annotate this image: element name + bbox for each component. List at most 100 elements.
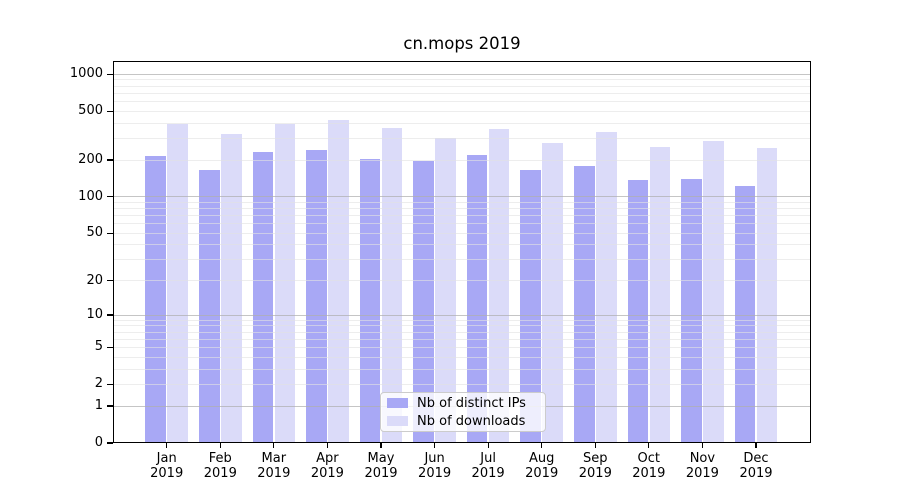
x-tick-label-may: May 2019 [364,451,398,481]
y-tick-label: 1000 [69,66,103,82]
bar-distinct-ips-feb [199,169,220,443]
y-tick [107,159,113,161]
x-tick-label-oct: Oct 2019 [632,451,666,481]
y-tick-label: 200 [78,152,103,167]
gridline-minor [113,208,811,209]
x-tick [273,443,275,448]
x-tick [541,443,543,448]
x-tick [380,443,382,448]
x-tick-label-aug: Aug 2019 [525,451,559,481]
bars-layer [113,61,811,443]
y-tick-label: 0 [94,435,103,450]
gridline-minor [113,368,811,370]
chart-title: cn.mops 2019 [403,34,521,53]
x-tick-label-feb: Feb 2019 [203,451,237,481]
bar-downloads-jan [167,123,188,443]
x-axis: Jan 2019 Feb 2019 Mar 2019 Apr 2019 May 2019… [113,61,811,481]
gridline-major [113,314,811,316]
gridline-major [113,196,811,198]
gridline-minor [113,110,811,112]
plot-area: 1000 500 200 100 50 20 10 5 2 1 0 Jan 2019 Feb 2019… [70,61,811,481]
legend-swatch-downloads [387,416,408,426]
bar-downloads-nov [703,141,724,443]
x-tick [701,443,703,448]
y-tick [107,314,113,316]
y-tick-label: 20 [86,272,103,288]
gridline-minor [113,215,811,216]
bar-distinct-ips-mar [252,152,274,443]
bar-distinct-ips-aug [520,169,541,443]
bar-downloads-apr [328,119,349,443]
y-tick-label: 500 [78,103,103,119]
x-tick [433,443,436,448]
x-tick-label-apr: Apr 2019 [310,451,344,481]
y-tick [107,232,113,234]
bar-distinct-ips-jul [466,154,488,443]
bar-distinct-ips-oct [627,180,649,443]
x-tick [487,443,489,448]
x-tick [648,443,650,448]
y-tick-label: 100 [78,188,103,204]
y-axis: 1000 500 200 100 50 20 10 5 2 1 0 [70,61,811,450]
bar-downloads-feb [221,133,242,443]
axes-frame [113,61,811,443]
x-tick-label-nov: Nov 2019 [685,451,719,481]
x-tick [326,443,328,448]
gridline-minor [113,138,811,139]
bar-distinct-ips-jan [145,155,166,443]
y-tick-label: 1 [94,398,103,413]
bar-downloads-sep [596,132,617,443]
y-tick [107,196,113,198]
gridline-minor [113,159,811,161]
y-tick [107,442,113,444]
gridline-minor [113,79,811,81]
gridline-minor [113,232,811,234]
gridline-minor [113,122,811,124]
bar-distinct-ips-sep [574,166,595,443]
x-tick-label-dec: Dec 2019 [739,451,773,481]
bar-downloads-jun [435,137,456,443]
y-tick [107,383,113,385]
gridline-minor [113,325,811,327]
gridline-minor [113,331,811,333]
legend-swatch-distinct-ips [387,398,408,408]
gridline-minor [113,383,811,385]
y-tick-label: 50 [86,225,103,241]
gridline-minor [113,101,811,103]
gridline-minor [113,338,811,340]
gridline-minor [113,346,811,348]
x-tick-label-mar: Mar 2019 [257,451,291,481]
x-tick [219,443,221,448]
x-tick [594,443,596,448]
gridline-minor [113,244,811,246]
y-tick [107,110,113,112]
legend-label-distinct-ips: Nb of distinct IPs [417,395,526,411]
gridline-minor [113,319,811,321]
legend: Nb of distinct IPs Nb of downloads [380,392,546,432]
y-tick-label: 5 [94,339,103,355]
x-tick-label-jun: Jun 2019 [418,451,452,481]
gridlines-layer [113,61,811,443]
gridline-minor [113,356,811,358]
x-tick-label-sep: Sep 2019 [578,451,612,481]
y-tick-label: 10 [86,307,103,322]
y-tick [107,73,113,75]
x-tick-label-jul: Jul 2019 [471,451,505,481]
gridline-minor [113,201,811,203]
x-tick-label-jan: Jan 2019 [150,451,184,481]
x-tick [755,443,757,448]
bar-downloads-may [381,127,403,443]
gridline-minor [113,85,811,87]
bar-downloads-aug [542,142,563,443]
legend-label-downloads: Nb of downloads [417,413,526,429]
gridline-major [113,73,811,75]
y-tick [107,346,113,348]
y-tick [107,279,113,282]
legend-item-distinct-ips: Nb of distinct IPs [387,395,539,411]
gridline-minor [113,259,811,261]
y-tick [107,405,113,407]
gridline-minor [113,280,811,281]
bar-downloads-mar [274,123,296,443]
legend-item-downloads: Nb of downloads [387,413,539,429]
